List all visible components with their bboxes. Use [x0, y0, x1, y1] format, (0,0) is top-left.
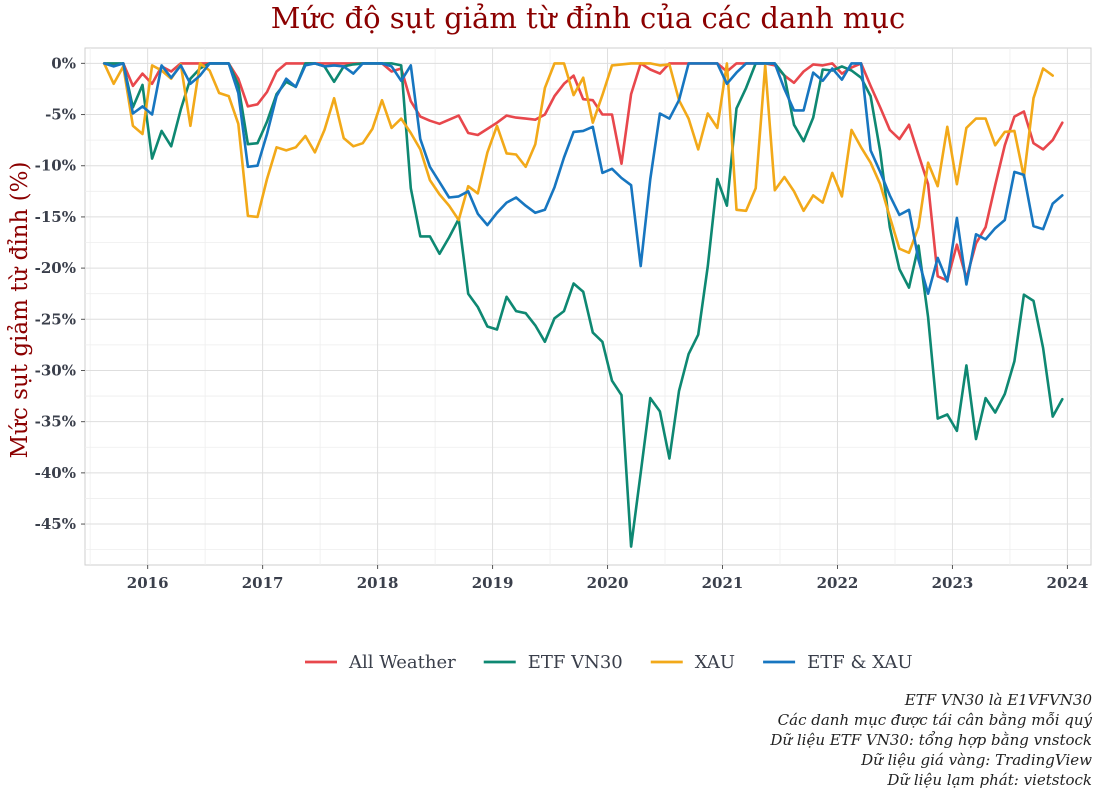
y-tick-label: -35% — [35, 413, 76, 431]
x-tick-label: 2016 — [127, 574, 169, 592]
y-tick-label: 0% — [51, 54, 76, 72]
caption-line: ETF VN30 là E1VFVN30 — [904, 691, 1092, 709]
x-tick-label: 2020 — [587, 574, 629, 592]
y-tick-label: -20% — [35, 259, 76, 277]
x-tick-label: 2024 — [1047, 574, 1089, 592]
y-tick-label: -25% — [35, 310, 76, 328]
source-caption: ETF VN30 là E1VFVN30 Các danh mục được t… — [770, 690, 1092, 790]
series-line — [102, 62, 1054, 255]
x-tick-label: 2023 — [932, 574, 974, 592]
caption-line: Dữ liệu lạm phát: vietstock — [887, 771, 1092, 789]
x-tick-label: 2019 — [472, 574, 514, 592]
legend-label: XAU — [695, 652, 735, 673]
grid-lines — [85, 48, 1091, 565]
y-tick-label: -30% — [35, 361, 76, 379]
chart-title: Mức độ sụt giảm từ đỉnh của các danh mục — [271, 1, 906, 35]
y-tick-label: -45% — [35, 515, 76, 533]
x-tick-label: 2021 — [702, 574, 744, 592]
legend-label: All Weather — [348, 652, 456, 673]
y-axis-label: Mức sụt giảm từ đỉnh (%) — [7, 162, 33, 459]
y-tick-label: -15% — [35, 208, 76, 226]
caption-line: Các danh mục được tái cân bằng mỗi quý — [777, 711, 1092, 729]
caption-line: Dữ liệu giá vàng: TradingView — [861, 751, 1092, 769]
y-tick-label: -10% — [35, 157, 76, 175]
x-tick-label: 2022 — [817, 574, 859, 592]
axis-ticks: 0% -5% -10% -15% -20% -25% -30% -35% -40% -45% 201… — [35, 54, 1089, 592]
legend: All Weather ETF VN30 XAU ETF & XAU — [305, 652, 913, 673]
series-line — [102, 62, 1064, 548]
y-tick-label: -40% — [35, 464, 76, 482]
series-line — [102, 62, 1064, 282]
series-lines — [102, 62, 1064, 548]
series-line — [102, 62, 1064, 296]
x-tick-label: 2018 — [357, 574, 399, 592]
x-tick-label: 2017 — [242, 574, 284, 592]
caption-line: Dữ liệu ETF VN30: tổng hợp bằng vnstock — [770, 731, 1092, 749]
legend-label: ETF & XAU — [807, 652, 912, 673]
legend-label: ETF VN30 — [528, 652, 623, 673]
y-tick-label: -5% — [45, 106, 76, 124]
